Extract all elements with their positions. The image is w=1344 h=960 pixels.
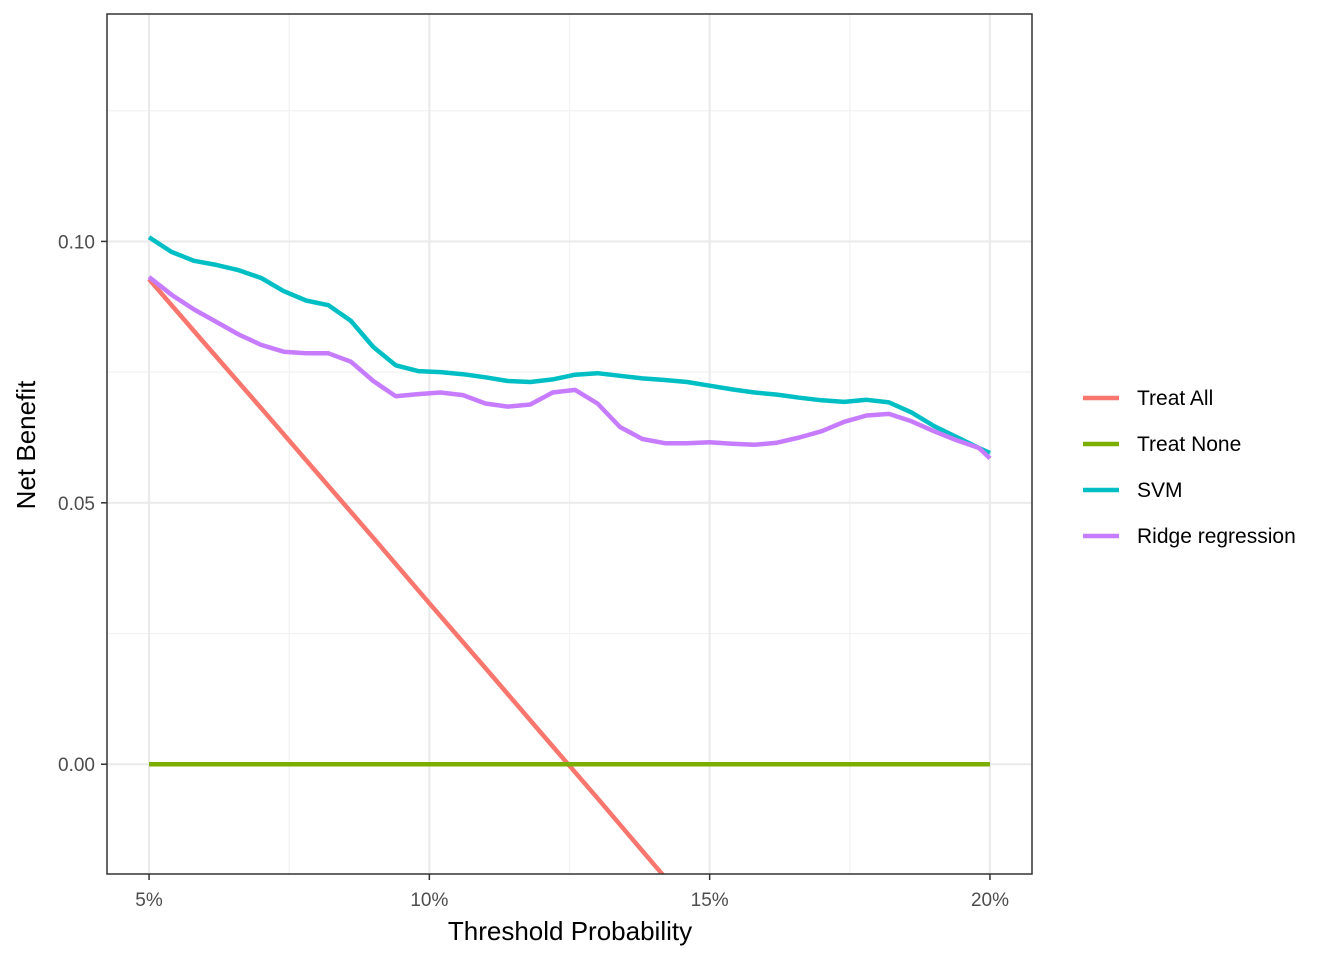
legend-label: Treat All (1137, 387, 1213, 410)
y-axis-title: Net Benefit (11, 380, 41, 509)
legend-label: Ridge regression (1137, 525, 1296, 548)
legend-label: Treat None (1137, 433, 1241, 456)
axis-ticks: 5% 10% 15% 20% 0.00 0.05 0.10 (58, 232, 1009, 911)
series-lines (147, 235, 992, 874)
x-axis-title: Threshold Probability (448, 916, 692, 946)
legend-label: SVM (1137, 479, 1183, 502)
y-tick-label: 0.05 (58, 494, 95, 515)
y-tick-label: 0.10 (58, 232, 95, 253)
x-tick-label: 10% (410, 890, 448, 911)
y-tick-label: 0.00 (58, 755, 95, 776)
series-line-ridge-regression (147, 275, 992, 461)
legend: Treat All Treat None SVM Ridge regression (1083, 387, 1296, 548)
grid (107, 14, 1032, 874)
x-tick-label: 20% (971, 890, 1009, 911)
panel-border (106, 13, 1033, 875)
x-tick-label: 15% (691, 890, 729, 911)
x-tick-label: 5% (135, 890, 163, 911)
series-line-svm (147, 235, 991, 456)
series-line-treat-all (147, 277, 666, 874)
